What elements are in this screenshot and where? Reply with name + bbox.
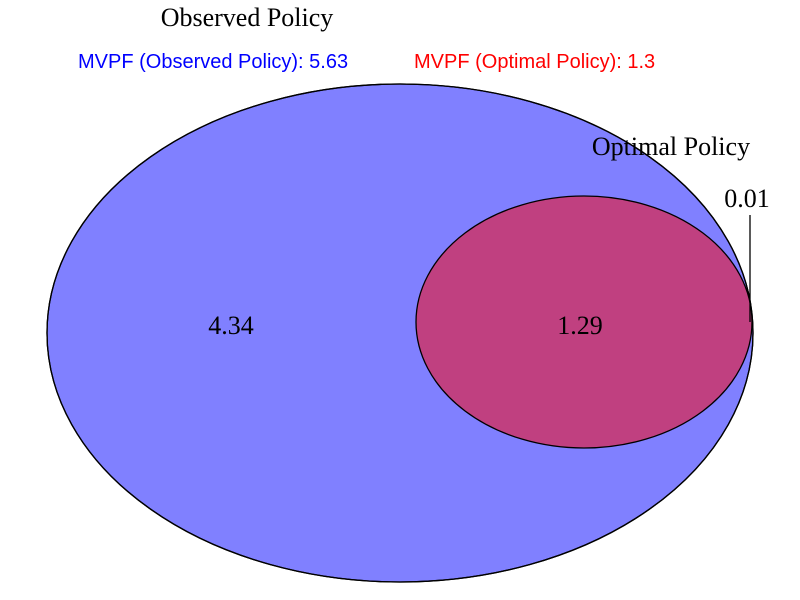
optimal-policy-outline [415, 195, 753, 449]
optimal-only-value: 0.01 [724, 184, 770, 213]
observed-only-value: 4.34 [208, 311, 254, 340]
intersection-region [416, 196, 752, 448]
observed-policy-title: Observed Policy [161, 3, 334, 32]
observed-policy-outline [46, 83, 754, 583]
optimal-policy-title: Optimal Policy [592, 132, 750, 161]
mvpf-optimal-text: MVPF (Optimal Policy): 1.3 [414, 51, 655, 73]
mvpf-observed-text: MVPF (Observed Policy): 5.63 [78, 51, 348, 73]
intersection-value: 1.29 [557, 311, 603, 340]
